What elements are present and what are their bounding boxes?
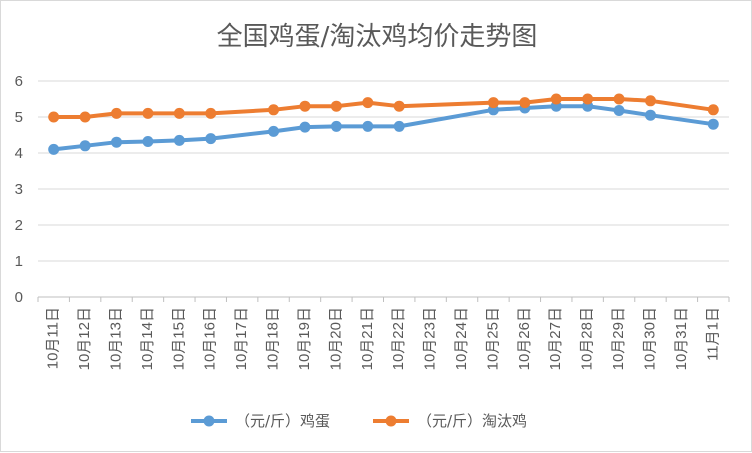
x-tick-label: 10月20日 — [327, 307, 344, 370]
data-point — [393, 100, 405, 112]
data-point — [111, 107, 123, 119]
y-tick-label: 2 — [15, 217, 23, 234]
data-point — [644, 109, 656, 121]
x-tick-label: 10月23日 — [422, 307, 439, 370]
legend-item: （元/斤）鸡蛋 — [191, 412, 330, 430]
data-point — [299, 100, 311, 112]
legend-label: （元/斤）鸡蛋 — [235, 412, 330, 430]
gridlines — [38, 80, 729, 262]
data-point — [205, 107, 217, 119]
legend-marker — [385, 415, 397, 427]
x-tick-label: 10月21日 — [359, 307, 376, 370]
data-point — [644, 95, 656, 107]
y-tick-label: 6 — [15, 73, 23, 90]
data-point — [142, 107, 154, 119]
data-point — [707, 118, 719, 130]
x-tick-label: 10月30日 — [641, 307, 658, 370]
data-point — [268, 104, 280, 116]
series-0 — [48, 100, 719, 155]
x-tick-label: 10月24日 — [453, 307, 470, 370]
x-tick-label: 10月19日 — [296, 307, 313, 370]
y-tick-label: 1 — [15, 253, 23, 270]
data-point — [205, 133, 217, 145]
legend-item: （元/斤）淘汰鸡 — [373, 412, 527, 430]
y-tick-label: 0 — [15, 289, 23, 306]
y-tick-label: 5 — [15, 109, 23, 126]
data-point — [142, 135, 154, 147]
axes: 0 1 2 3 4 5 6 10月11日 10月12日 10月13日 10月14日 10月15日 10月… — [15, 73, 730, 370]
data-point — [613, 105, 625, 117]
data-point — [330, 120, 342, 132]
data-point — [362, 97, 374, 109]
x-tick-label: 10月11日 — [45, 307, 62, 369]
data-point — [362, 120, 374, 132]
x-tick-label: 10月18日 — [265, 307, 282, 370]
x-tick-label: 10月26日 — [516, 307, 533, 370]
x-tick-label: 10月13日 — [107, 307, 124, 370]
x-tick-label: 10月31日 — [673, 307, 690, 370]
legend-label: （元/斤）淘汰鸡 — [417, 412, 527, 430]
x-tick-label: 10月29日 — [610, 307, 627, 370]
data-point — [268, 125, 280, 137]
series-1 — [48, 93, 719, 123]
y-tick-label: 3 — [15, 181, 23, 198]
x-tick-label: 10月17日 — [233, 307, 250, 370]
data-point — [111, 136, 123, 148]
legend-marker — [203, 415, 215, 427]
x-tick-label: 10月16日 — [202, 307, 219, 370]
data-point — [582, 93, 594, 105]
x-tick-label: 10月22日 — [390, 307, 407, 370]
data-point — [707, 104, 719, 116]
data-point — [613, 93, 625, 105]
x-tick-label: 11月1日 — [704, 307, 721, 361]
x-tick-label: 10月15日 — [170, 307, 187, 370]
data-point — [330, 100, 342, 112]
data-point — [173, 134, 185, 146]
x-tick-label: 10月25日 — [484, 307, 501, 370]
data-point — [487, 97, 499, 109]
x-tick-label: 10月28日 — [579, 307, 596, 370]
x-tick-label: 10月14日 — [139, 307, 156, 370]
y-tick-label: 4 — [15, 145, 23, 162]
data-point — [173, 107, 185, 119]
x-tick-label: 10月12日 — [76, 307, 93, 370]
data-point — [48, 143, 60, 155]
data-point — [79, 140, 91, 152]
x-tick-label: 10月27日 — [547, 307, 564, 370]
data-point — [393, 120, 405, 132]
data-point — [79, 111, 91, 123]
data-point — [550, 93, 562, 105]
data-point — [519, 97, 531, 109]
legend: （元/斤）鸡蛋 （元/斤）淘汰鸡 — [191, 412, 527, 430]
data-point — [48, 111, 60, 123]
chart-title: 全国鸡蛋/淘汰鸡均价走势图 — [217, 22, 538, 52]
series-layer — [48, 93, 719, 155]
data-point — [299, 121, 311, 133]
